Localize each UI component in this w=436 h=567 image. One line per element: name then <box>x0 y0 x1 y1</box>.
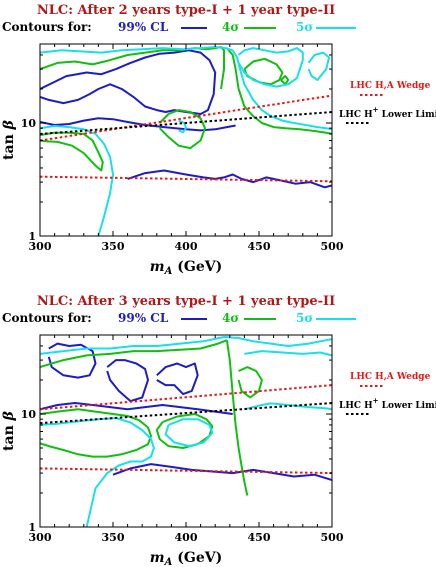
chart-panel-bottom: NLC: After 3 years type-I + 1 year type-… <box>1 294 436 567</box>
x-tick-label: 300 <box>29 531 52 544</box>
contour-99cl <box>40 49 217 115</box>
contour-4sigma <box>40 408 152 458</box>
x-tick-label: 450 <box>248 531 271 544</box>
plot-area <box>40 46 332 236</box>
plot-frame <box>39 334 333 528</box>
contour-5sigma <box>164 418 214 448</box>
contour-4sigma <box>158 109 206 150</box>
lhc-hplus-limit-line <box>40 402 332 425</box>
lhc-wedge-lower-line <box>40 467 332 475</box>
y-axis-label: tan β <box>1 119 17 160</box>
contour-4sigma <box>243 57 284 86</box>
contour-4sigma <box>237 366 263 399</box>
contour-99cl <box>156 362 199 396</box>
contours-label: Contours for: <box>2 20 92 34</box>
legend-wedge-label: LHC H,A Wedge <box>350 81 431 91</box>
contour-4sigma <box>280 75 290 86</box>
contour-5sigma <box>178 119 187 134</box>
plot-area <box>40 336 332 527</box>
x-axis-label: mA (GeV) <box>150 259 222 277</box>
x-tick-label: 350 <box>102 240 125 253</box>
legend-limit-label: LHC H+ Lower Limit <box>339 396 436 411</box>
contour-5sigma <box>231 49 332 131</box>
contour-4sigma <box>40 131 104 172</box>
x-tick-label: 500 <box>321 531 344 544</box>
x-tick-label: 450 <box>248 240 271 253</box>
y-axis-label: tan β <box>1 410 17 451</box>
chart-panel-top: NLC: After 2 years type-I + 1 year type-… <box>1 3 436 277</box>
series-label-5sigma: 5σ <box>296 20 313 34</box>
contour-5sigma <box>40 125 114 236</box>
series-label-5sigma: 5σ <box>296 311 313 325</box>
contour-4sigma <box>40 46 225 90</box>
contour-99cl <box>40 117 236 132</box>
x-tick-label: 400 <box>175 531 198 544</box>
x-axis-label: mA (GeV) <box>150 550 222 567</box>
y-tick-label: 10 <box>21 408 37 421</box>
contour-4sigma <box>226 47 332 135</box>
lhc-hplus-limit-line <box>40 111 332 135</box>
series-label-cl99: 99% CL <box>118 311 169 325</box>
contour-5sigma <box>307 51 331 81</box>
lhc-wedge-upper-line <box>40 384 332 411</box>
contour-99cl <box>112 463 332 482</box>
y-tick-label: 1 <box>28 521 36 534</box>
x-tick-label: 500 <box>321 240 344 253</box>
legend-limit-label: LHC H+ Lower Limit <box>339 105 436 120</box>
contour-4sigma <box>225 340 249 496</box>
series-label-cl99: 99% CL <box>118 20 169 34</box>
contour-99cl <box>127 169 332 189</box>
contour-5sigma <box>244 402 332 411</box>
legend-wedge-label: LHC H,A Wedge <box>350 372 431 382</box>
chart-title: NLC: After 2 years type-I + 1 year type-… <box>37 3 335 18</box>
contours-label: Contours for: <box>2 311 92 325</box>
contour-5sigma <box>40 417 155 527</box>
lhc-wedge-upper-line <box>40 94 332 142</box>
contour-4sigma <box>155 413 214 449</box>
contour-99cl <box>106 359 149 403</box>
series-label-4sigma: 4σ <box>222 311 239 325</box>
contour-5sigma <box>237 47 304 88</box>
x-tick-label: 350 <box>102 531 125 544</box>
x-tick-label: 400 <box>175 240 198 253</box>
contour-4sigma <box>40 339 228 369</box>
contour-99cl <box>47 342 97 379</box>
y-tick-label: 1 <box>28 230 36 243</box>
contour-99cl <box>40 402 233 415</box>
series-label-4sigma: 4σ <box>222 20 239 34</box>
contour-5sigma <box>40 336 332 355</box>
chart-title: NLC: After 3 years type-I + 1 year type-… <box>37 294 335 309</box>
x-tick-label: 300 <box>29 240 52 253</box>
y-tick-label: 10 <box>21 117 37 130</box>
lhc-wedge-lower-line <box>40 175 332 183</box>
contour-5sigma <box>244 350 332 357</box>
contour-5sigma <box>40 46 233 54</box>
